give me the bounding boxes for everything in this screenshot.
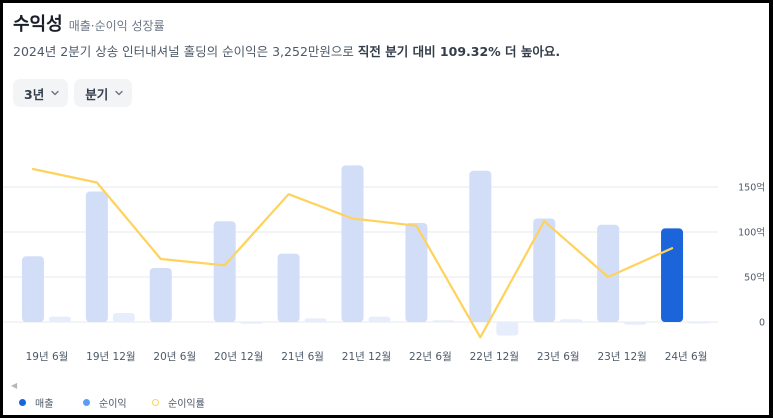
section-title: 수익성 <box>13 14 63 35</box>
title-row: 수익성 매출·순이익 성장률 <box>13 10 165 36</box>
revenue-bar <box>533 218 556 322</box>
net-income-bar <box>560 319 583 322</box>
summary-text: 2024년 2분기 상송 인터내셔널 홀딩의 순이익은 3,252만원으로 직전… <box>13 41 560 60</box>
y-tick-label: 50억 <box>744 272 765 284</box>
revenue-bar <box>21 256 44 322</box>
y-tick-label: 150억 <box>738 182 765 194</box>
net-income-bar <box>48 316 71 322</box>
legend-net-income-dot <box>83 399 90 406</box>
x-tick-label: 23년 6월 <box>537 351 580 363</box>
revenue-bar <box>213 221 236 322</box>
section-subtitle: 매출·순이익 성장률 <box>68 19 165 33</box>
revenue-bar <box>661 228 684 322</box>
y-tick-label: 0 <box>759 318 765 329</box>
net-income-bar <box>304 318 327 322</box>
filter-group: 3년 분기 <box>13 79 133 107</box>
x-tick-label: 22년 12월 <box>470 351 519 363</box>
x-tick-label: 22년 6월 <box>409 351 452 363</box>
net-income-bar <box>624 322 647 325</box>
revenue-bar <box>597 224 620 322</box>
revenue-bar <box>469 170 492 322</box>
x-tick-label: 23년 12월 <box>597 351 646 363</box>
x-tick-label: 19년 6월 <box>26 351 69 363</box>
legend-revenue-label: 매출 <box>35 399 54 410</box>
x-tick-label: 20년 12월 <box>214 351 263 363</box>
net-income-bar <box>240 322 263 324</box>
period-dropdown[interactable]: 3년 <box>13 79 69 107</box>
x-tick-label: 19년 12월 <box>86 351 135 363</box>
net-income-bar <box>368 316 391 322</box>
net-income-bar <box>432 320 455 322</box>
x-tick-label: 24년 6월 <box>665 351 708 363</box>
revenue-bar <box>277 253 300 322</box>
chevron-down-icon <box>51 90 59 96</box>
summary-plain: 2024년 2분기 상송 인터내셔널 홀딩의 순이익은 3,252만원으로 <box>13 44 358 59</box>
revenue-bar <box>405 223 428 322</box>
unit-dropdown[interactable]: 분기 <box>74 79 133 107</box>
chevron-down-icon <box>115 90 123 96</box>
profitability-card: 수익성 매출·순이익 성장률 2024년 2분기 상송 인터내셔널 홀딩의 순이… <box>3 3 769 415</box>
net-income-bar <box>496 322 519 336</box>
revenue-netincome-chart: 0 50억 100억 150억 19년 6월 19년 12월 20년 6월 20년 12월 21… <box>3 165 765 363</box>
unit-dropdown-label: 분기 <box>85 86 109 102</box>
period-dropdown-label: 3년 <box>24 86 45 102</box>
legend-item-margin[interactable]: 순이익률 <box>152 395 205 410</box>
revenue-bar <box>341 165 364 322</box>
legend-net-income-label: 순이익 <box>99 399 127 410</box>
legend-margin-dot <box>152 399 159 406</box>
legend-collapse-icon[interactable]: ◀ <box>11 381 18 390</box>
legend-item-net-income[interactable]: 순이익 <box>83 395 127 410</box>
legend-item-revenue[interactable]: 매출 <box>19 395 53 410</box>
revenue-bar <box>85 191 108 322</box>
x-tick-label: 21년 6월 <box>281 351 324 363</box>
net-income-bar <box>688 322 711 324</box>
revenue-bar <box>149 268 172 322</box>
summary-highlight: 직전 분기 대비 109.32% 더 높아요. <box>357 44 561 59</box>
legend-margin-label: 순이익률 <box>168 399 205 410</box>
y-tick-label: 100억 <box>738 227 765 239</box>
legend-revenue-dot <box>19 399 26 406</box>
net-income-bar <box>112 313 135 322</box>
chart-legend: ◀ 매출 순이익 순이익률 <box>7 381 247 411</box>
x-tick-label: 21년 12월 <box>342 351 391 363</box>
x-tick-label: 20년 6월 <box>153 351 196 363</box>
